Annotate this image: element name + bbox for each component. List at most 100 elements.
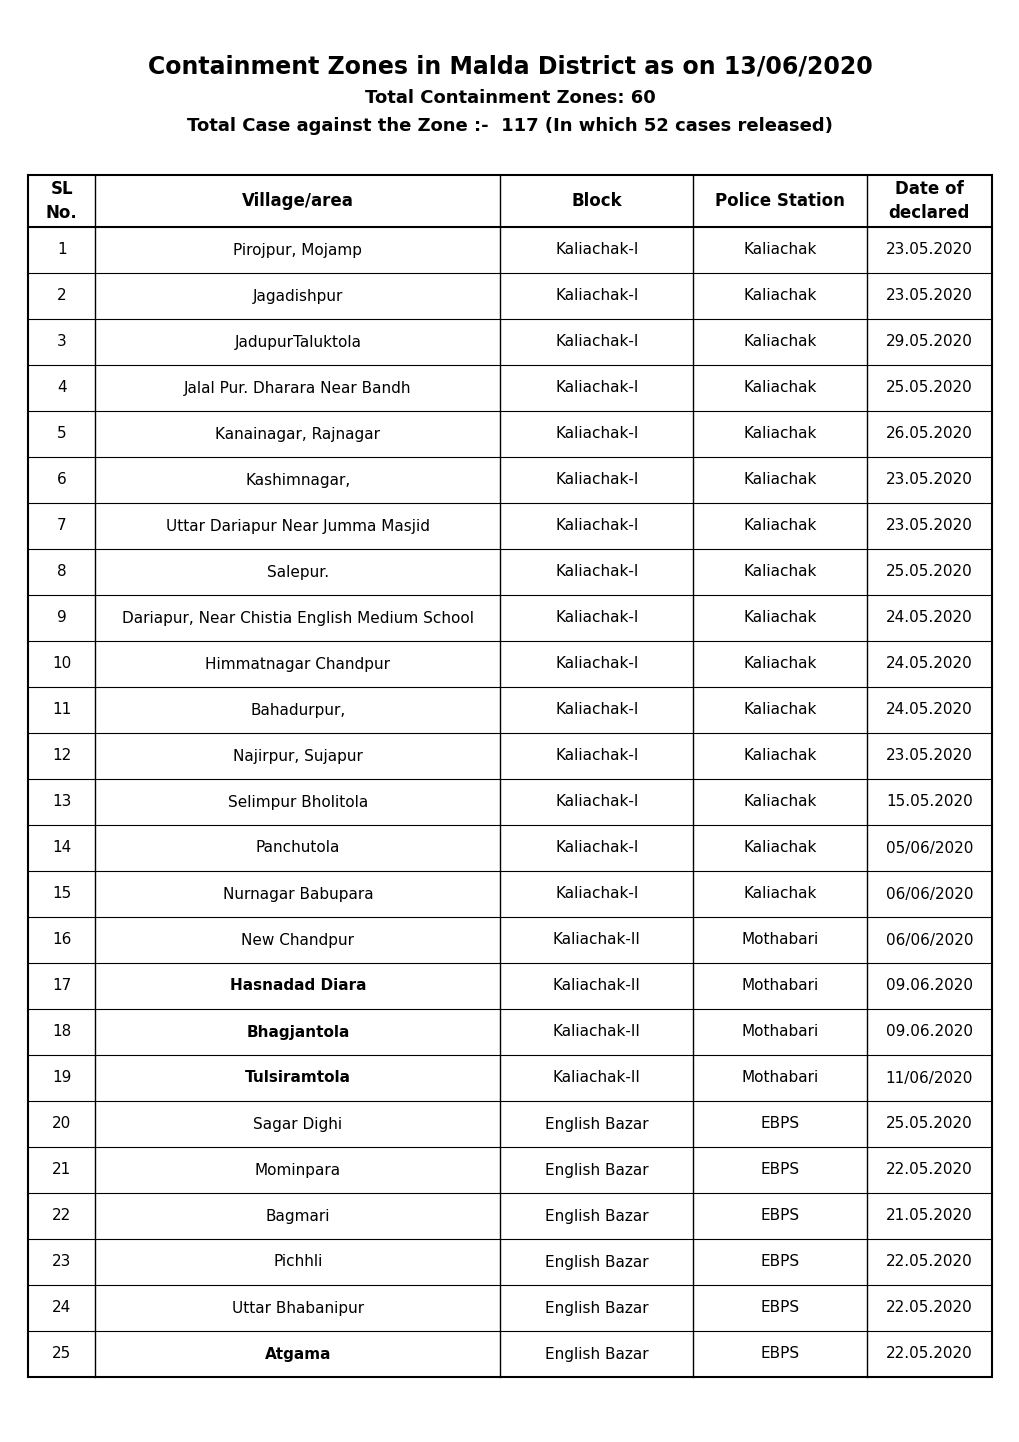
Text: Total Containment Zones: 60: Total Containment Zones: 60 xyxy=(364,89,655,107)
Text: 8: 8 xyxy=(57,564,66,580)
Text: 9: 9 xyxy=(57,610,66,626)
Text: Kaliachak-I: Kaliachak-I xyxy=(554,841,638,855)
Text: English Bazar: English Bazar xyxy=(544,1116,648,1132)
Text: Kaliachak: Kaliachak xyxy=(743,427,816,441)
Text: 3: 3 xyxy=(57,335,66,349)
Text: 24: 24 xyxy=(52,1301,71,1315)
Text: Panchutola: Panchutola xyxy=(256,841,339,855)
Text: 7: 7 xyxy=(57,519,66,534)
Text: 25.05.2020: 25.05.2020 xyxy=(886,564,972,580)
Text: Kaliachak: Kaliachak xyxy=(743,610,816,626)
Text: Kaliachak: Kaliachak xyxy=(743,564,816,580)
Text: Kaliachak: Kaliachak xyxy=(743,242,816,258)
Text: EBPS: EBPS xyxy=(759,1301,799,1315)
Text: 17: 17 xyxy=(52,979,71,994)
Text: English Bazar: English Bazar xyxy=(544,1208,648,1223)
Text: Bagmari: Bagmari xyxy=(265,1208,330,1223)
Text: 14: 14 xyxy=(52,841,71,855)
Text: 11/06/2020: 11/06/2020 xyxy=(884,1070,972,1086)
Text: Tulsiramtola: Tulsiramtola xyxy=(245,1070,351,1086)
Text: 20: 20 xyxy=(52,1116,71,1132)
Text: 23.05.2020: 23.05.2020 xyxy=(886,748,972,763)
Text: Kaliachak: Kaliachak xyxy=(743,702,816,718)
Text: 25.05.2020: 25.05.2020 xyxy=(886,381,972,395)
Text: Bahadurpur,: Bahadurpur, xyxy=(250,702,345,718)
Text: Mothabari: Mothabari xyxy=(741,979,817,994)
Text: Kaliachak-I: Kaliachak-I xyxy=(554,887,638,901)
Text: Kaliachak: Kaliachak xyxy=(743,519,816,534)
Text: 06/06/2020: 06/06/2020 xyxy=(884,887,972,901)
Text: Atgama: Atgama xyxy=(264,1347,331,1361)
Text: Kaliachak-I: Kaliachak-I xyxy=(554,564,638,580)
Text: Uttar Dariapur Near Jumma Masjid: Uttar Dariapur Near Jumma Masjid xyxy=(166,519,429,534)
Text: Kaliachak: Kaliachak xyxy=(743,335,816,349)
Text: 06/06/2020: 06/06/2020 xyxy=(884,933,972,947)
Text: English Bazar: English Bazar xyxy=(544,1301,648,1315)
Text: Kaliachak-I: Kaliachak-I xyxy=(554,242,638,258)
Text: 22: 22 xyxy=(52,1208,71,1223)
Text: Kaliachak-I: Kaliachak-I xyxy=(554,427,638,441)
Text: 24.05.2020: 24.05.2020 xyxy=(886,610,972,626)
Text: Kaliachak-II: Kaliachak-II xyxy=(552,1024,640,1040)
Text: Pirojpur, Mojamp: Pirojpur, Mojamp xyxy=(233,242,362,258)
Text: 22.05.2020: 22.05.2020 xyxy=(886,1162,972,1178)
Text: 05/06/2020: 05/06/2020 xyxy=(884,841,972,855)
Text: Total Case against the Zone :-  117 (In which 52 cases released): Total Case against the Zone :- 117 (In w… xyxy=(186,117,833,136)
Text: EBPS: EBPS xyxy=(759,1116,799,1132)
Text: Kaliachak-I: Kaliachak-I xyxy=(554,288,638,303)
Text: EBPS: EBPS xyxy=(759,1347,799,1361)
Text: Najirpur, Sujapur: Najirpur, Sujapur xyxy=(232,748,363,763)
Text: Kaliachak-I: Kaliachak-I xyxy=(554,473,638,487)
Text: Kaliachak-II: Kaliachak-II xyxy=(552,1070,640,1086)
Text: 25: 25 xyxy=(52,1347,71,1361)
Text: 22.05.2020: 22.05.2020 xyxy=(886,1255,972,1269)
Text: Selimpur Bholitola: Selimpur Bholitola xyxy=(227,795,368,809)
Text: Kaliachak-I: Kaliachak-I xyxy=(554,381,638,395)
Text: Mothabari: Mothabari xyxy=(741,1070,817,1086)
Text: Mothabari: Mothabari xyxy=(741,933,817,947)
Text: Kanainagar, Rajnagar: Kanainagar, Rajnagar xyxy=(215,427,380,441)
Text: Kaliachak-I: Kaliachak-I xyxy=(554,795,638,809)
Text: Date of
declared: Date of declared xyxy=(888,180,969,222)
Text: 12: 12 xyxy=(52,748,71,763)
Text: 1: 1 xyxy=(57,242,66,258)
Text: Kaliachak-I: Kaliachak-I xyxy=(554,610,638,626)
Text: EBPS: EBPS xyxy=(759,1162,799,1178)
Text: Containment Zones in Malda District as on 13/06/2020: Containment Zones in Malda District as o… xyxy=(148,55,871,79)
Text: EBPS: EBPS xyxy=(759,1208,799,1223)
Text: SL
No.: SL No. xyxy=(46,180,77,222)
Text: Kaliachak-I: Kaliachak-I xyxy=(554,748,638,763)
Text: Kashimnagar,: Kashimnagar, xyxy=(245,473,351,487)
Text: Himmatnagar Chandpur: Himmatnagar Chandpur xyxy=(205,656,390,672)
Text: Police Station: Police Station xyxy=(714,192,844,211)
Text: Sagar Dighi: Sagar Dighi xyxy=(253,1116,342,1132)
Text: Salepur.: Salepur. xyxy=(267,564,329,580)
Text: Kaliachak: Kaliachak xyxy=(743,795,816,809)
Text: English Bazar: English Bazar xyxy=(544,1347,648,1361)
Text: Kaliachak-I: Kaliachak-I xyxy=(554,656,638,672)
Text: Jagadishpur: Jagadishpur xyxy=(253,288,342,303)
Text: Kaliachak: Kaliachak xyxy=(743,841,816,855)
Text: Kaliachak: Kaliachak xyxy=(743,473,816,487)
Text: 21.05.2020: 21.05.2020 xyxy=(886,1208,972,1223)
Text: JadupurTaluktola: JadupurTaluktola xyxy=(234,335,361,349)
Text: 26.05.2020: 26.05.2020 xyxy=(886,427,972,441)
Text: Kaliachak-II: Kaliachak-II xyxy=(552,933,640,947)
Text: New Chandpur: New Chandpur xyxy=(242,933,354,947)
Text: Kaliachak-I: Kaliachak-I xyxy=(554,702,638,718)
Text: 18: 18 xyxy=(52,1024,71,1040)
Text: Kaliachak: Kaliachak xyxy=(743,748,816,763)
Text: Village/area: Village/area xyxy=(242,192,354,211)
Text: 09.06.2020: 09.06.2020 xyxy=(884,1024,972,1040)
Text: 22.05.2020: 22.05.2020 xyxy=(886,1301,972,1315)
Text: Kaliachak-I: Kaliachak-I xyxy=(554,335,638,349)
Text: 11: 11 xyxy=(52,702,71,718)
Text: EBPS: EBPS xyxy=(759,1255,799,1269)
Text: 4: 4 xyxy=(57,381,66,395)
Text: 5: 5 xyxy=(57,427,66,441)
Text: 19: 19 xyxy=(52,1070,71,1086)
Text: 16: 16 xyxy=(52,933,71,947)
Text: 29.05.2020: 29.05.2020 xyxy=(886,335,972,349)
Text: Hasnadad Diara: Hasnadad Diara xyxy=(229,979,366,994)
Text: 15.05.2020: 15.05.2020 xyxy=(886,795,972,809)
